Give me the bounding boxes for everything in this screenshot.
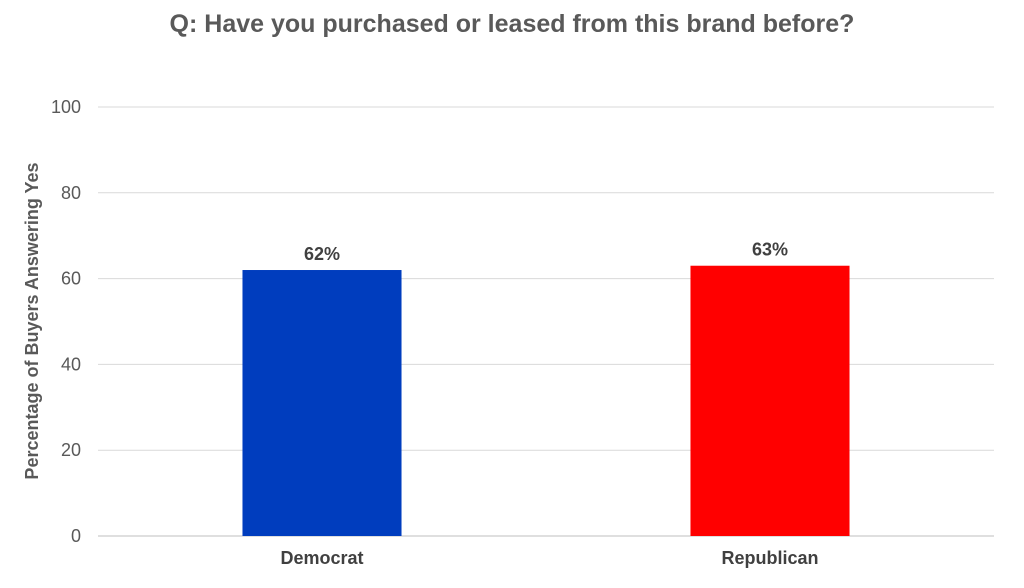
bars [242, 265, 850, 536]
y-tick-label: 100 [51, 97, 81, 117]
y-tick-labels: 0 20 40 60 80 100 [51, 97, 81, 546]
bar-republican [690, 265, 850, 536]
category-labels: Democrat Republican [280, 548, 818, 568]
data-label: 62% [304, 244, 340, 264]
y-tick-label: 20 [61, 440, 81, 460]
gridlines [98, 106, 994, 537]
y-tick-label: 40 [61, 354, 81, 374]
data-labels: 62% 63% [304, 240, 788, 264]
category-label: Republican [721, 548, 818, 568]
data-label: 63% [752, 240, 788, 260]
y-tick-label: 0 [71, 526, 81, 546]
category-label: Democrat [280, 548, 363, 568]
y-tick-label: 60 [61, 269, 81, 289]
y-axis-label: Percentage of Buyers Answering Yes [22, 162, 42, 479]
chart-title: Q: Have you purchased or leased from thi… [169, 10, 855, 38]
y-tick-label: 80 [61, 183, 81, 203]
bar-democrat [242, 270, 402, 536]
